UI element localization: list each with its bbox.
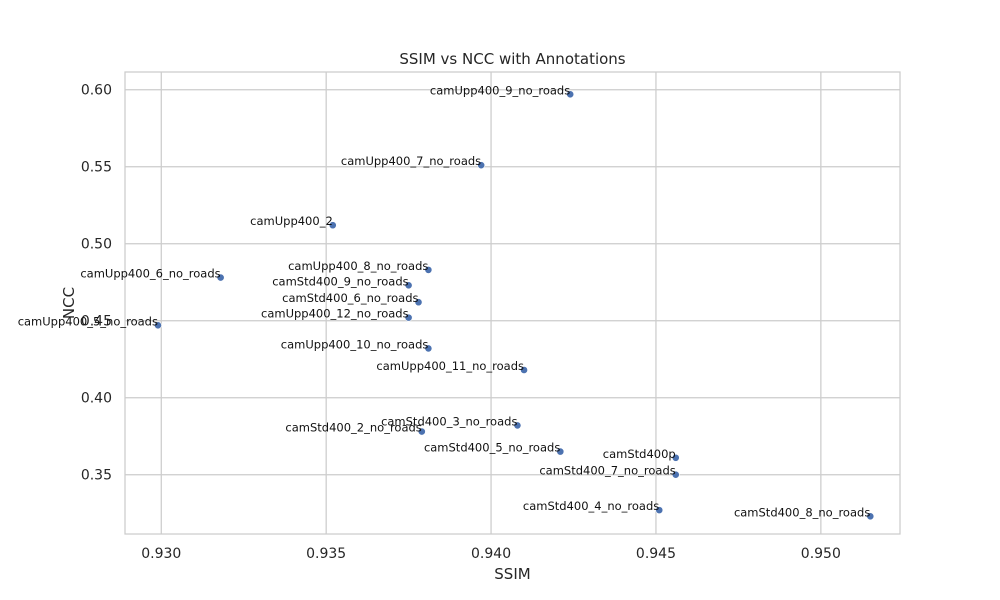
- x-tick-label: 0.945: [636, 546, 676, 562]
- data-point: [513, 421, 522, 430]
- point-label: camStd400_4_no_roads: [523, 499, 659, 513]
- x-tick-label: 0.950: [801, 546, 841, 562]
- point-label: camUpp400_10_no_roads: [281, 337, 429, 351]
- point-label: camStd400_5_no_roads: [424, 441, 560, 455]
- x-tick-label: 0.930: [141, 546, 181, 562]
- data-point: [216, 273, 225, 282]
- tick-labels: 0.930 0.935 0.940 0.945 0.950 0.35 0.40 0.45 0.5…: [81, 83, 841, 562]
- data-point: [328, 221, 337, 230]
- y-tick-label: 0.50: [81, 237, 112, 253]
- data-point: [671, 453, 680, 462]
- point-label: camUpp400_6_no_roads: [80, 267, 220, 281]
- point-label: camUpp400_2: [250, 214, 333, 228]
- data-point: [154, 321, 162, 330]
- y-axis-label: NCC: [60, 287, 78, 319]
- data-point: [477, 161, 486, 170]
- data-point: [404, 313, 413, 322]
- x-tick-label: 0.940: [471, 546, 511, 562]
- point-label: camStd400_9_no_roads: [272, 274, 408, 288]
- data-point: [671, 470, 680, 479]
- point-label: camUpp400_8_no_roads: [288, 259, 428, 273]
- chart-title: SSIM vs NCC with Annotations: [399, 50, 625, 68]
- x-axis-label: SSIM: [494, 565, 530, 583]
- data-point: [424, 265, 433, 274]
- point-label: camUpp400_5_no_roads: [18, 314, 158, 328]
- point-label: camStd400_7_no_roads: [539, 464, 675, 478]
- data-point: [414, 298, 423, 307]
- point-label: camStd400_2_no_roads: [285, 421, 421, 435]
- data-point: [655, 506, 664, 515]
- y-tick-label: 0.40: [81, 391, 112, 407]
- grid: [125, 72, 900, 534]
- point-label: camStd400_8_no_roads: [734, 505, 870, 519]
- data-point: [417, 427, 426, 436]
- data-point: [404, 281, 413, 290]
- plot-frame: [124, 71, 901, 535]
- point-label: camStd400p: [603, 447, 676, 461]
- point-label: camUpp400_11_no_roads: [376, 359, 524, 373]
- data-point: [520, 366, 528, 374]
- y-tick-label: 0.35: [81, 468, 112, 484]
- data-point: [566, 90, 575, 99]
- data-point: [556, 447, 565, 456]
- data-point: [866, 512, 875, 521]
- x-tick-label: 0.935: [306, 546, 346, 562]
- point-label: camStd400_3_no_roads: [381, 414, 517, 428]
- point-label: camStd400_6_no_roads: [282, 291, 418, 305]
- data-point: [424, 344, 433, 353]
- y-tick-label: 0.45: [81, 314, 112, 330]
- data-points: [154, 90, 875, 521]
- point-annotations: camUpp400_9_no_roads camUpp400_7_no_roads…: [18, 83, 871, 519]
- y-tick-label: 0.60: [81, 83, 112, 99]
- point-label: camUpp400_7_no_roads: [341, 154, 481, 168]
- point-label: camUpp400_9_no_roads: [430, 83, 570, 97]
- y-tick-label: 0.55: [81, 160, 112, 176]
- point-label: camUpp400_12_no_roads: [261, 307, 409, 321]
